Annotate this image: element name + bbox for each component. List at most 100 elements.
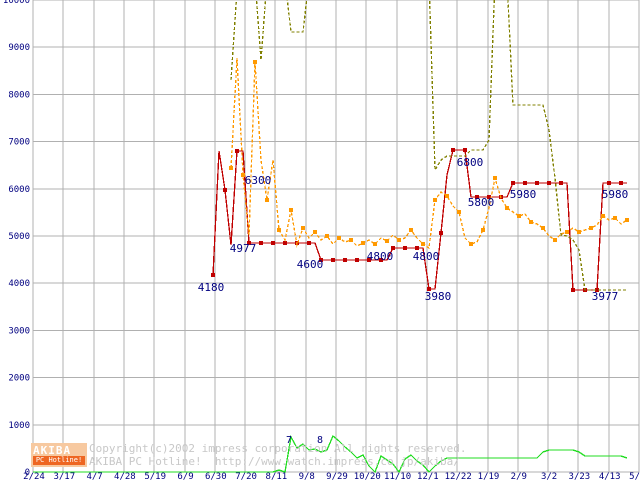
data-point-label: 3980	[425, 290, 452, 303]
y-axis-tick-label: 3000	[8, 326, 30, 336]
series-marker	[384, 238, 389, 243]
series-marker	[408, 227, 413, 232]
series-marker	[517, 213, 522, 218]
series-marker	[390, 245, 395, 250]
series-marker	[246, 240, 251, 245]
series-marker	[444, 193, 449, 198]
series-marker	[456, 209, 461, 214]
x-axis-tick-label: 4/7	[86, 472, 102, 480]
series-marker	[535, 180, 540, 185]
y-axis-tick-label: 4000	[8, 279, 30, 289]
series-marker	[342, 257, 347, 262]
data-point-label: 8	[317, 435, 323, 446]
series-marker	[589, 225, 594, 230]
series-marker	[613, 215, 618, 220]
series-marker	[529, 219, 534, 224]
series-marker	[559, 180, 564, 185]
series-marker	[474, 194, 479, 199]
series-marker	[462, 147, 467, 152]
series-marker	[553, 237, 558, 242]
x-axis-tick-label: 3/17	[53, 472, 75, 480]
logo-title: AKIBA	[33, 444, 72, 457]
data-point-label: 5800	[468, 196, 495, 209]
series-marker	[378, 257, 383, 262]
series-marker	[510, 180, 515, 185]
series-line	[212, 149, 627, 291]
series-marker	[492, 175, 497, 180]
x-axis-tick-label: 11/10	[384, 472, 411, 480]
series-line	[230, 0, 627, 291]
y-axis-tick-label: 0	[25, 468, 30, 478]
x-axis-tick-labels: 2/24 3/17 4/7 4/28 5/19 6/9 6/30 7/20 8/11 9/8 9/2…	[23, 472, 640, 480]
y-axis-tick-label: 7000	[8, 138, 30, 148]
series-marker	[264, 197, 269, 202]
x-axis-tick-label: 4/13	[599, 472, 621, 480]
y-axis-tick-label: 8000	[8, 90, 30, 100]
x-axis-tick-label: 5/11	[629, 472, 640, 480]
series-marker	[300, 225, 305, 230]
series-marker	[607, 180, 612, 185]
series-line	[230, 57, 628, 250]
y-axis-tick-label: 9000	[8, 43, 30, 53]
series-marker	[234, 148, 239, 153]
series-line	[33, 434, 628, 474]
x-axis-tick-label: 10/20	[354, 472, 381, 480]
series-marker	[577, 229, 582, 234]
data-point-label: 4800	[413, 250, 440, 263]
series-marker	[360, 240, 365, 245]
x-axis-tick-label: 12/1	[417, 472, 439, 480]
x-axis-tick-label: 6/30	[205, 472, 227, 480]
y-axis-tick-label: 2000	[8, 374, 30, 384]
series-marker	[354, 257, 359, 262]
series-marker	[619, 180, 624, 185]
series-marker	[480, 227, 485, 232]
series-marker	[426, 286, 431, 291]
x-axis-tick-label: 2/24	[23, 472, 45, 480]
data-point-label: 6300	[245, 174, 272, 187]
series-marker	[240, 172, 245, 177]
data-point-label: 4180	[198, 281, 225, 294]
series-marker	[625, 217, 630, 222]
x-axis-tick-label: 3/2	[541, 472, 557, 480]
series-marker	[276, 227, 281, 232]
series-marker	[601, 213, 606, 218]
watermark-url: AKIBA PC Hotline! http://www.watch.impre…	[89, 455, 460, 468]
series-marker	[312, 229, 317, 234]
series-marker	[318, 257, 323, 262]
series-marker	[396, 237, 401, 242]
data-series-layer	[33, 0, 630, 474]
x-axis-tick-label: 2/9	[511, 472, 527, 480]
series-marker	[324, 233, 329, 238]
series-marker	[270, 240, 275, 245]
data-point-label: 5980	[510, 188, 537, 201]
data-point-label: 5980	[602, 188, 629, 201]
series-marker	[306, 240, 311, 245]
akiba-pc-hotline-logo: AKIBA PC Hotline!	[31, 443, 87, 467]
series-marker	[258, 240, 263, 245]
series-marker	[504, 205, 509, 210]
data-point-labels: 4180 6300 4977 4600 4800 4800 3980 6800 5800 5980…	[198, 156, 629, 446]
series-marker	[228, 165, 233, 170]
series-marker	[336, 235, 341, 240]
series-marker	[288, 207, 293, 212]
series-marker	[402, 245, 407, 250]
x-axis-tick-label: 1/19	[478, 472, 500, 480]
series-marker	[252, 60, 257, 65]
series-marker	[565, 229, 570, 234]
x-axis-tick-label: 9/29	[326, 472, 348, 480]
series-marker	[222, 187, 227, 192]
data-point-label: 4977	[230, 242, 257, 255]
y-axis-tick-label: 10000	[3, 0, 30, 6]
x-axis-tick-label: 3/23	[569, 472, 591, 480]
series-marker	[414, 245, 419, 250]
series-marker	[348, 237, 353, 242]
series-marker	[523, 180, 528, 185]
x-axis-tick-label: 4/28	[114, 472, 136, 480]
series-marker	[541, 225, 546, 230]
y-axis-tick-label: 5000	[8, 232, 30, 242]
x-axis-tick-label: 6/9	[177, 472, 193, 480]
data-point-label: 4600	[297, 258, 324, 271]
series-marker	[420, 241, 425, 246]
